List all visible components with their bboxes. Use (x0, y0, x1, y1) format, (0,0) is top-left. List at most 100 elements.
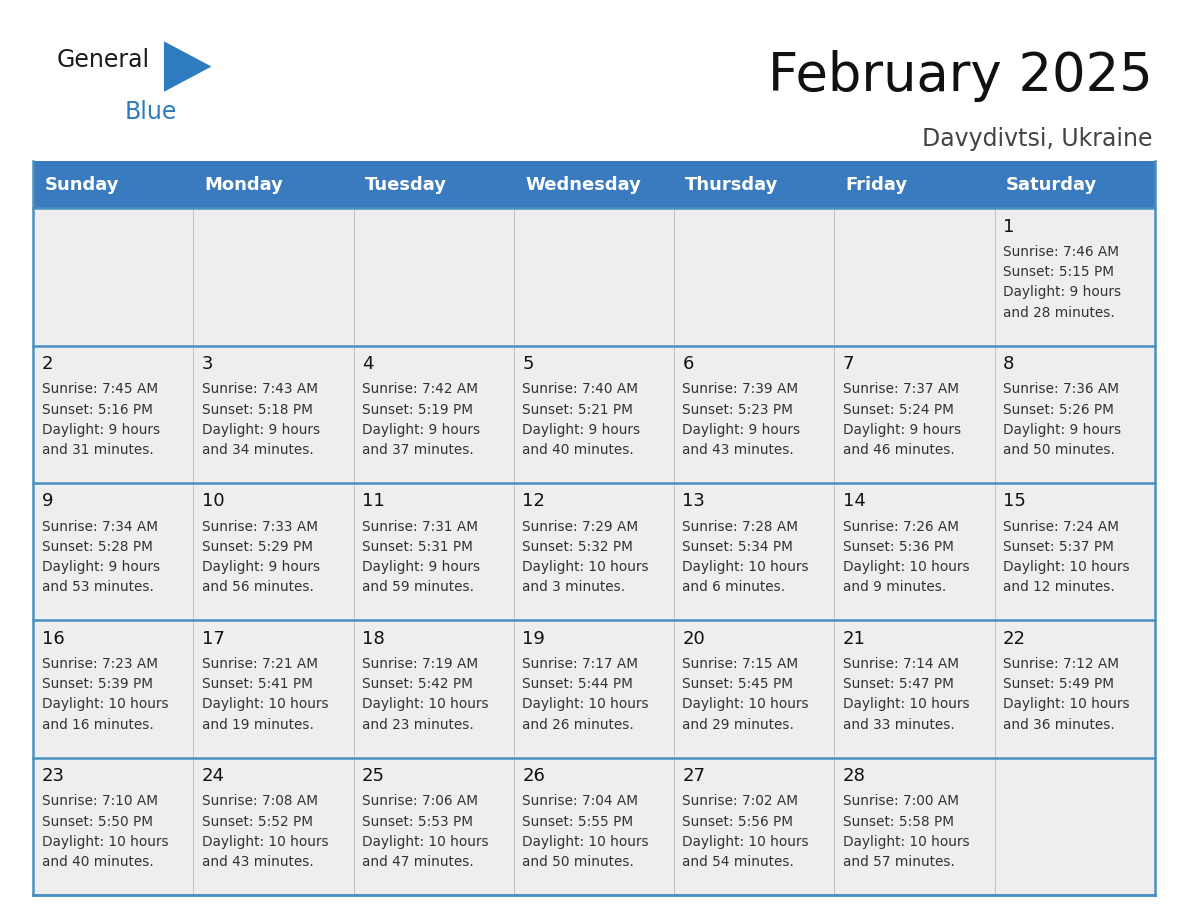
Text: 9: 9 (42, 492, 53, 510)
Text: 25: 25 (362, 767, 385, 785)
Text: Daylight: 9 hours: Daylight: 9 hours (202, 423, 320, 437)
Text: Sunset: 5:24 PM: Sunset: 5:24 PM (842, 403, 954, 417)
Text: Sunrise: 7:31 AM: Sunrise: 7:31 AM (362, 520, 478, 533)
Text: Sunrise: 7:08 AM: Sunrise: 7:08 AM (202, 794, 318, 809)
Text: and 23 minutes.: and 23 minutes. (362, 718, 474, 732)
Text: and 34 minutes.: and 34 minutes. (202, 443, 314, 457)
Text: Daylight: 10 hours: Daylight: 10 hours (682, 698, 809, 711)
Text: Sunset: 5:58 PM: Sunset: 5:58 PM (842, 814, 954, 829)
Text: Sunrise: 7:42 AM: Sunrise: 7:42 AM (362, 383, 478, 397)
Text: and 3 minutes.: and 3 minutes. (523, 580, 625, 594)
Text: 5: 5 (523, 355, 533, 373)
Text: and 43 minutes.: and 43 minutes. (202, 855, 314, 869)
Text: Daylight: 9 hours: Daylight: 9 hours (362, 560, 480, 574)
Text: Sunset: 5:49 PM: Sunset: 5:49 PM (1003, 677, 1114, 691)
Text: Sunset: 5:45 PM: Sunset: 5:45 PM (682, 677, 794, 691)
Text: Sunset: 5:36 PM: Sunset: 5:36 PM (842, 540, 954, 554)
Text: Sunrise: 7:23 AM: Sunrise: 7:23 AM (42, 657, 158, 671)
Text: Sunset: 5:41 PM: Sunset: 5:41 PM (202, 677, 312, 691)
Text: and 6 minutes.: and 6 minutes. (682, 580, 785, 594)
Text: and 28 minutes.: and 28 minutes. (1003, 306, 1114, 319)
Text: and 54 minutes.: and 54 minutes. (682, 855, 795, 869)
Text: Davydivtsi, Ukraine: Davydivtsi, Ukraine (922, 127, 1152, 151)
Text: Sunrise: 7:00 AM: Sunrise: 7:00 AM (842, 794, 959, 809)
Text: Sunset: 5:32 PM: Sunset: 5:32 PM (523, 540, 633, 554)
Text: and 29 minutes.: and 29 minutes. (682, 718, 795, 732)
Text: Monday: Monday (204, 175, 284, 194)
Text: Sunset: 5:52 PM: Sunset: 5:52 PM (202, 814, 312, 829)
Text: Sunrise: 7:10 AM: Sunrise: 7:10 AM (42, 794, 158, 809)
Text: Sunset: 5:31 PM: Sunset: 5:31 PM (362, 540, 473, 554)
Text: Sunset: 5:37 PM: Sunset: 5:37 PM (1003, 540, 1113, 554)
Text: 10: 10 (202, 492, 225, 510)
Text: 12: 12 (523, 492, 545, 510)
Text: and 9 minutes.: and 9 minutes. (842, 580, 946, 594)
Text: Sunrise: 7:45 AM: Sunrise: 7:45 AM (42, 383, 158, 397)
Text: and 12 minutes.: and 12 minutes. (1003, 580, 1114, 594)
Text: 11: 11 (362, 492, 385, 510)
Text: Daylight: 9 hours: Daylight: 9 hours (362, 423, 480, 437)
Text: Sunset: 5:55 PM: Sunset: 5:55 PM (523, 814, 633, 829)
Text: Sunrise: 7:19 AM: Sunrise: 7:19 AM (362, 657, 478, 671)
Text: Daylight: 9 hours: Daylight: 9 hours (202, 560, 320, 574)
Text: Daylight: 9 hours: Daylight: 9 hours (682, 423, 801, 437)
Text: Daylight: 10 hours: Daylight: 10 hours (842, 560, 969, 574)
Text: 20: 20 (682, 630, 706, 647)
Text: Sunset: 5:39 PM: Sunset: 5:39 PM (42, 677, 152, 691)
Text: Daylight: 9 hours: Daylight: 9 hours (1003, 423, 1121, 437)
Text: Daylight: 10 hours: Daylight: 10 hours (42, 698, 169, 711)
Text: 8: 8 (1003, 355, 1015, 373)
Text: Friday: Friday (846, 175, 908, 194)
Text: Daylight: 9 hours: Daylight: 9 hours (42, 423, 159, 437)
Text: 16: 16 (42, 630, 64, 647)
Text: Sunrise: 7:12 AM: Sunrise: 7:12 AM (1003, 657, 1119, 671)
Text: Daylight: 10 hours: Daylight: 10 hours (523, 698, 649, 711)
Text: Sunset: 5:23 PM: Sunset: 5:23 PM (682, 403, 794, 417)
Text: Sunrise: 7:24 AM: Sunrise: 7:24 AM (1003, 520, 1119, 533)
Text: and 40 minutes.: and 40 minutes. (42, 855, 153, 869)
Text: and 59 minutes.: and 59 minutes. (362, 580, 474, 594)
Text: and 19 minutes.: and 19 minutes. (202, 718, 314, 732)
Text: Sunrise: 7:40 AM: Sunrise: 7:40 AM (523, 383, 638, 397)
Text: Sunrise: 7:34 AM: Sunrise: 7:34 AM (42, 520, 158, 533)
Text: Daylight: 10 hours: Daylight: 10 hours (362, 834, 488, 849)
Text: Daylight: 9 hours: Daylight: 9 hours (42, 560, 159, 574)
Text: Thursday: Thursday (685, 175, 778, 194)
Text: Sunrise: 7:02 AM: Sunrise: 7:02 AM (682, 794, 798, 809)
Text: Daylight: 10 hours: Daylight: 10 hours (1003, 698, 1130, 711)
Text: Sunday: Sunday (44, 175, 119, 194)
Text: and 26 minutes.: and 26 minutes. (523, 718, 634, 732)
Text: Daylight: 10 hours: Daylight: 10 hours (842, 834, 969, 849)
Text: 4: 4 (362, 355, 373, 373)
Text: Sunset: 5:44 PM: Sunset: 5:44 PM (523, 677, 633, 691)
Text: Daylight: 9 hours: Daylight: 9 hours (1003, 285, 1121, 299)
Text: Daylight: 10 hours: Daylight: 10 hours (202, 698, 328, 711)
Text: and 33 minutes.: and 33 minutes. (842, 718, 954, 732)
Text: Sunset: 5:19 PM: Sunset: 5:19 PM (362, 403, 473, 417)
Text: Daylight: 10 hours: Daylight: 10 hours (682, 834, 809, 849)
Text: General: General (57, 48, 150, 72)
Text: 26: 26 (523, 767, 545, 785)
Text: Sunset: 5:21 PM: Sunset: 5:21 PM (523, 403, 633, 417)
Text: Sunrise: 7:29 AM: Sunrise: 7:29 AM (523, 520, 638, 533)
Text: and 53 minutes.: and 53 minutes. (42, 580, 153, 594)
Text: Sunset: 5:16 PM: Sunset: 5:16 PM (42, 403, 152, 417)
Text: Daylight: 10 hours: Daylight: 10 hours (202, 834, 328, 849)
Text: 2: 2 (42, 355, 53, 373)
Text: Sunset: 5:50 PM: Sunset: 5:50 PM (42, 814, 152, 829)
Text: Sunrise: 7:46 AM: Sunrise: 7:46 AM (1003, 245, 1119, 259)
Text: Daylight: 9 hours: Daylight: 9 hours (523, 423, 640, 437)
Text: Sunrise: 7:33 AM: Sunrise: 7:33 AM (202, 520, 318, 533)
Text: 27: 27 (682, 767, 706, 785)
Text: Sunrise: 7:43 AM: Sunrise: 7:43 AM (202, 383, 318, 397)
Text: Wednesday: Wednesday (525, 175, 642, 194)
Text: Sunrise: 7:06 AM: Sunrise: 7:06 AM (362, 794, 478, 809)
Text: and 16 minutes.: and 16 minutes. (42, 718, 153, 732)
Text: 19: 19 (523, 630, 545, 647)
Text: and 43 minutes.: and 43 minutes. (682, 443, 794, 457)
Text: and 31 minutes.: and 31 minutes. (42, 443, 153, 457)
Text: 18: 18 (362, 630, 385, 647)
Text: Sunrise: 7:28 AM: Sunrise: 7:28 AM (682, 520, 798, 533)
Text: Daylight: 10 hours: Daylight: 10 hours (42, 834, 169, 849)
Text: Daylight: 10 hours: Daylight: 10 hours (1003, 560, 1130, 574)
